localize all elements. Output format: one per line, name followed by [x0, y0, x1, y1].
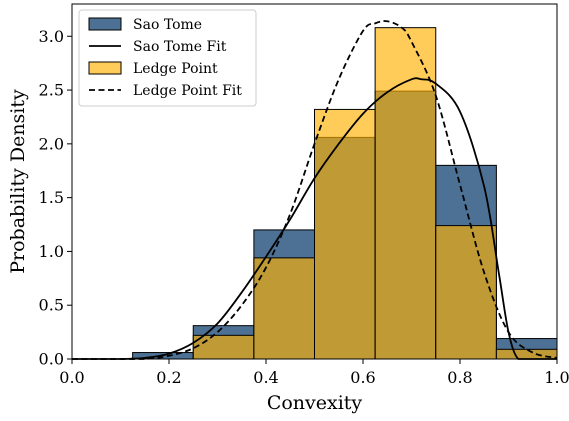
y-tick-label: 0.5	[39, 296, 64, 315]
histogram-bars	[132, 27, 558, 360]
legend-swatch	[88, 17, 122, 31]
legend: Sao Tome Sao Tome Fit Ledge Point Ledge Poi…	[78, 9, 257, 107]
x-tick-label: 1.0	[544, 368, 569, 387]
y-tick-label: 0.0	[39, 350, 64, 369]
legend-label: Ledge Point Fit	[133, 83, 242, 99]
line-sao-tome-fit	[72, 77, 557, 360]
x-tick-label: 0.6	[350, 368, 375, 387]
y-tick-label: 2.0	[39, 134, 64, 153]
series-ledge-point	[192, 27, 558, 360]
bar-ledge-point-6	[435, 225, 497, 360]
bar-ledge-point-3	[253, 257, 315, 360]
axis-ticks: 0.0 0.2 0.4 0.6 0.8 1.0 0.0 0.5 1.0 1.5 2.0 2.5 3.0	[39, 27, 569, 387]
bar-ledge-point-4	[314, 108, 376, 360]
bar-ledge-point-5	[374, 27, 437, 360]
legend-label: Sao Tome Fit	[133, 39, 227, 55]
y-tick-label: 2.5	[39, 81, 64, 100]
x-tick-label: 0.0	[59, 368, 84, 387]
fit-lines	[72, 20, 558, 360]
y-tick-label: 1.5	[39, 188, 64, 207]
x-tick-label: 0.8	[447, 368, 472, 387]
legend-swatch	[88, 61, 122, 75]
x-tick-label: 0.2	[156, 368, 181, 387]
y-axis-label: Probability Density	[7, 89, 29, 274]
x-axis-label: Convexity	[267, 392, 363, 414]
axes-frame	[71, 3, 558, 360]
y-tick-label: 1.0	[39, 242, 64, 261]
y-tick-label: 3.0	[39, 27, 64, 46]
bar-ledge-point-2	[192, 334, 255, 360]
legend-box	[78, 9, 257, 107]
legend-label: Sao Tome	[133, 17, 202, 33]
legend-label: Ledge Point	[133, 61, 218, 77]
x-tick-label: 0.4	[253, 368, 278, 387]
line-ledge-point-fit	[72, 20, 558, 360]
